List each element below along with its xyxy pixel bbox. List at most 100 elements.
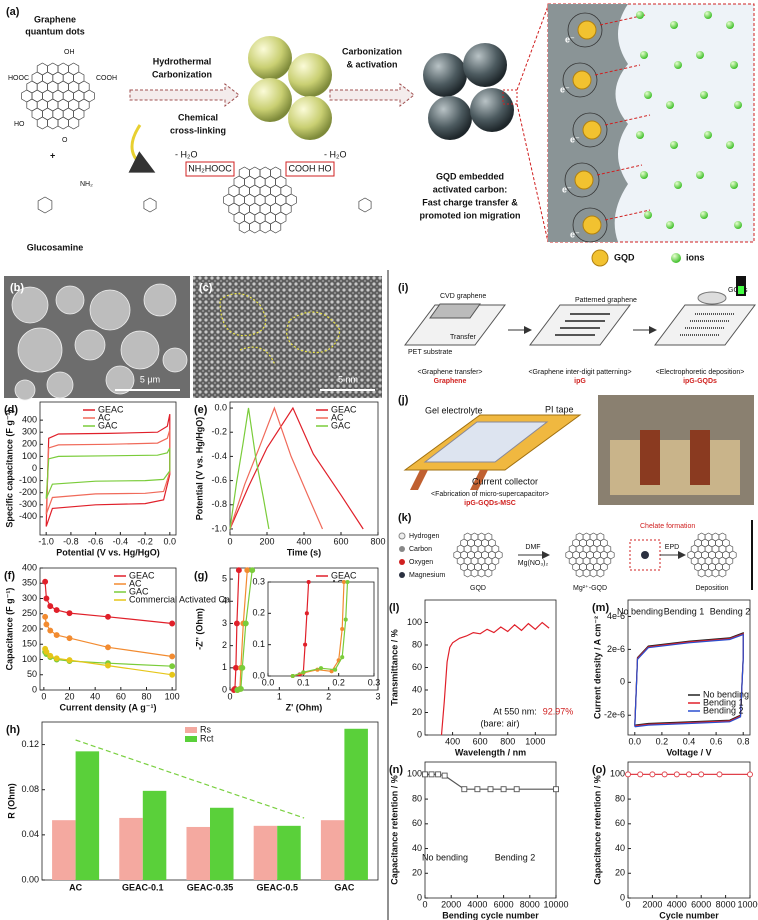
sphere bbox=[248, 36, 292, 80]
bar bbox=[344, 728, 368, 880]
y-tick-label: 0 bbox=[32, 684, 37, 694]
marker bbox=[553, 786, 559, 793]
electron: e⁻ bbox=[570, 134, 580, 144]
ion bbox=[666, 101, 674, 109]
legend-label: Bending 2 bbox=[703, 705, 744, 715]
molecule bbox=[21, 62, 95, 130]
label: Carbonization bbox=[152, 69, 212, 79]
x-tick-label: 800 bbox=[500, 736, 515, 746]
electron: e⁻ bbox=[562, 184, 572, 194]
x-tick-label: 0.4 bbox=[683, 736, 696, 746]
legend-gqd bbox=[591, 249, 609, 267]
x-tick-label: -0.6 bbox=[88, 536, 104, 546]
hexagon bbox=[728, 550, 737, 560]
label: Carbonization bbox=[342, 46, 402, 56]
gel bbox=[423, 421, 549, 463]
ion bbox=[674, 181, 682, 189]
x-tick-label: 3 bbox=[375, 691, 380, 701]
y-tick-label: 2 bbox=[222, 640, 227, 650]
marker bbox=[169, 663, 176, 670]
label: - H₂O bbox=[324, 149, 347, 159]
particle bbox=[120, 330, 160, 370]
y-tick-label: 100 bbox=[407, 617, 422, 627]
box bbox=[185, 161, 235, 177]
x-tick-label: 600 bbox=[333, 536, 348, 546]
marker bbox=[747, 771, 753, 778]
arrow bbox=[329, 82, 415, 108]
caption: <Graphene transfer> bbox=[418, 369, 483, 376]
caption: <Fabrication of micro-supercapacitor> bbox=[431, 491, 549, 498]
y-tick-label: -2e-6 bbox=[604, 710, 625, 720]
x-tick-label: AC bbox=[69, 882, 82, 892]
label: Transfer bbox=[450, 334, 476, 341]
y-tick-label: 40 bbox=[615, 843, 625, 853]
x-tick-label: GEAC-0.35 bbox=[187, 882, 234, 892]
label: Chemical bbox=[178, 112, 218, 122]
x-tick-label: GEAC-0.1 bbox=[122, 882, 164, 892]
legend-label: AC bbox=[98, 412, 111, 422]
marker bbox=[42, 613, 49, 620]
panel-label: (h) bbox=[6, 724, 20, 736]
ion bbox=[640, 51, 648, 59]
y-tick-label: 1 bbox=[222, 662, 227, 672]
series-line bbox=[229, 407, 270, 530]
ion bbox=[700, 211, 708, 219]
panel-label: (k) bbox=[398, 512, 412, 524]
gqd-dots bbox=[697, 291, 727, 305]
x-tick-label: 0.2 bbox=[332, 677, 345, 687]
legend-label: AC bbox=[129, 578, 142, 588]
marker bbox=[303, 642, 308, 647]
panel-label: (l) bbox=[389, 602, 400, 614]
annotation: 92.97% bbox=[543, 706, 574, 716]
legend-dot bbox=[399, 572, 405, 578]
marker bbox=[47, 627, 54, 634]
y-axis-label: Transmittance / % bbox=[389, 629, 399, 706]
marker bbox=[341, 579, 347, 585]
label: Fast charge transfer & bbox=[422, 197, 518, 207]
marker bbox=[66, 657, 73, 664]
x-tick-label: 400 bbox=[296, 536, 311, 546]
marker bbox=[345, 579, 350, 585]
marker bbox=[461, 786, 468, 793]
panel-label: (g) bbox=[194, 570, 208, 582]
marker bbox=[329, 669, 334, 674]
label: DMF bbox=[525, 544, 540, 551]
x-tick-label: 2000 bbox=[441, 899, 461, 909]
y-tick-label: 250 bbox=[22, 608, 37, 618]
electron: e⁻ bbox=[560, 84, 570, 94]
y-tick-label: -100 bbox=[19, 475, 37, 485]
caption: Graphene bbox=[434, 378, 467, 385]
marker bbox=[169, 653, 176, 660]
x-tick-label: -0.4 bbox=[113, 536, 129, 546]
series-line bbox=[45, 413, 171, 527]
y-tick-label: -1.0 bbox=[211, 523, 227, 533]
arrow bbox=[129, 82, 240, 108]
ion bbox=[704, 11, 712, 19]
caption: <Electrophoretic deposition> bbox=[656, 369, 745, 376]
panel-b: (b) 5 μm bbox=[4, 276, 190, 401]
label: Mg²⁺-GQD bbox=[573, 584, 607, 592]
marker bbox=[233, 620, 240, 627]
caption: ipG bbox=[574, 378, 586, 385]
annotation: (bare: air) bbox=[480, 718, 519, 728]
chart: (f)0 20 40 60 80 100050100150200250300350400C… bbox=[4, 562, 248, 712]
gqd-site bbox=[567, 12, 603, 48]
legend-label: GEAC bbox=[98, 404, 124, 414]
scale-label: 5 μm bbox=[140, 374, 160, 384]
series-line bbox=[229, 406, 324, 530]
particle bbox=[11, 286, 49, 324]
atom: OH bbox=[64, 49, 75, 56]
atom: COOH bbox=[96, 75, 117, 82]
y-tick-label: 0.2 bbox=[252, 608, 265, 618]
y-tick-label: -400 bbox=[19, 511, 37, 521]
legend-dot bbox=[399, 559, 405, 565]
y-tick-label: 150 bbox=[22, 639, 37, 649]
label: PET substrate bbox=[408, 349, 452, 356]
marker bbox=[244, 567, 251, 574]
hexagon bbox=[143, 197, 157, 213]
y-tick-label: 400 bbox=[22, 415, 37, 425]
legend-label: GEAC bbox=[129, 570, 155, 580]
x-tick-label: 0.3 bbox=[368, 677, 381, 687]
gqd-site bbox=[572, 112, 608, 148]
legend-label: GQD bbox=[614, 252, 635, 262]
